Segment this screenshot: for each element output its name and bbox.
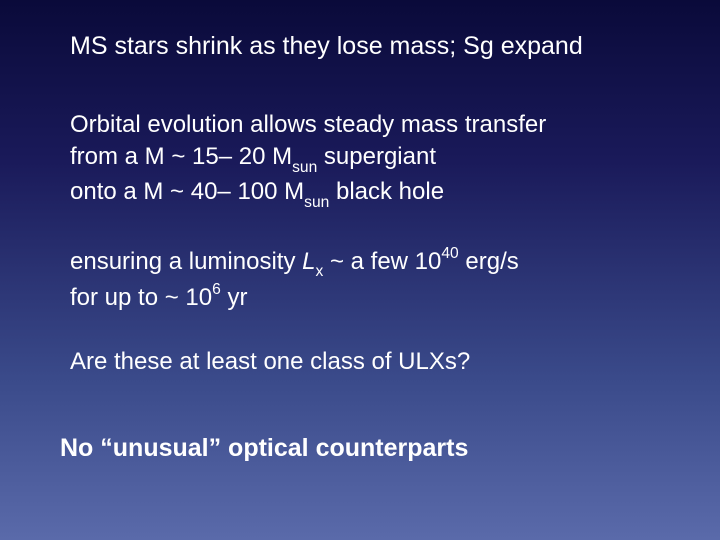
p2-a: ensuring a luminosity — [70, 248, 302, 275]
paragraph-mass-transfer: Orbital evolution allows steady mass tra… — [70, 109, 660, 211]
p2-L: L — [302, 248, 315, 275]
slide-container: MS stars shrink as they lose mass; Sg ex… — [0, 0, 720, 540]
p1-line3b: black hole — [329, 178, 444, 205]
p1-line3a: onto a M ~ 40– 100 M — [70, 178, 304, 205]
p1-line2a: from a M ~ 15– 20 M — [70, 143, 292, 170]
p1-line1: Orbital evolution allows steady mass tra… — [70, 111, 546, 138]
p2-exp2: 6 — [212, 281, 221, 298]
p2-line2b: yr — [221, 284, 248, 311]
slide-title: MS stars shrink as they lose mass; Sg ex… — [70, 32, 660, 61]
p2-c: erg/s — [459, 248, 519, 275]
p2-Lx-sub: x — [315, 263, 323, 280]
p2-b: ~ a few 10 — [323, 248, 441, 275]
paragraph-luminosity: ensuring a luminosity Lx ~ a few 1040 er… — [70, 245, 660, 314]
p2-exp1: 40 — [441, 245, 458, 262]
question-line: Are these at least one class of ULXs? — [70, 348, 660, 376]
p1-sub1: sun — [292, 159, 317, 176]
footer-line: No “unusual” optical counterparts — [60, 434, 660, 463]
p1-sub2: sun — [304, 194, 329, 211]
p1-line2b: supergiant — [317, 143, 436, 170]
p2-line2a: for up to ~ 10 — [70, 284, 212, 311]
